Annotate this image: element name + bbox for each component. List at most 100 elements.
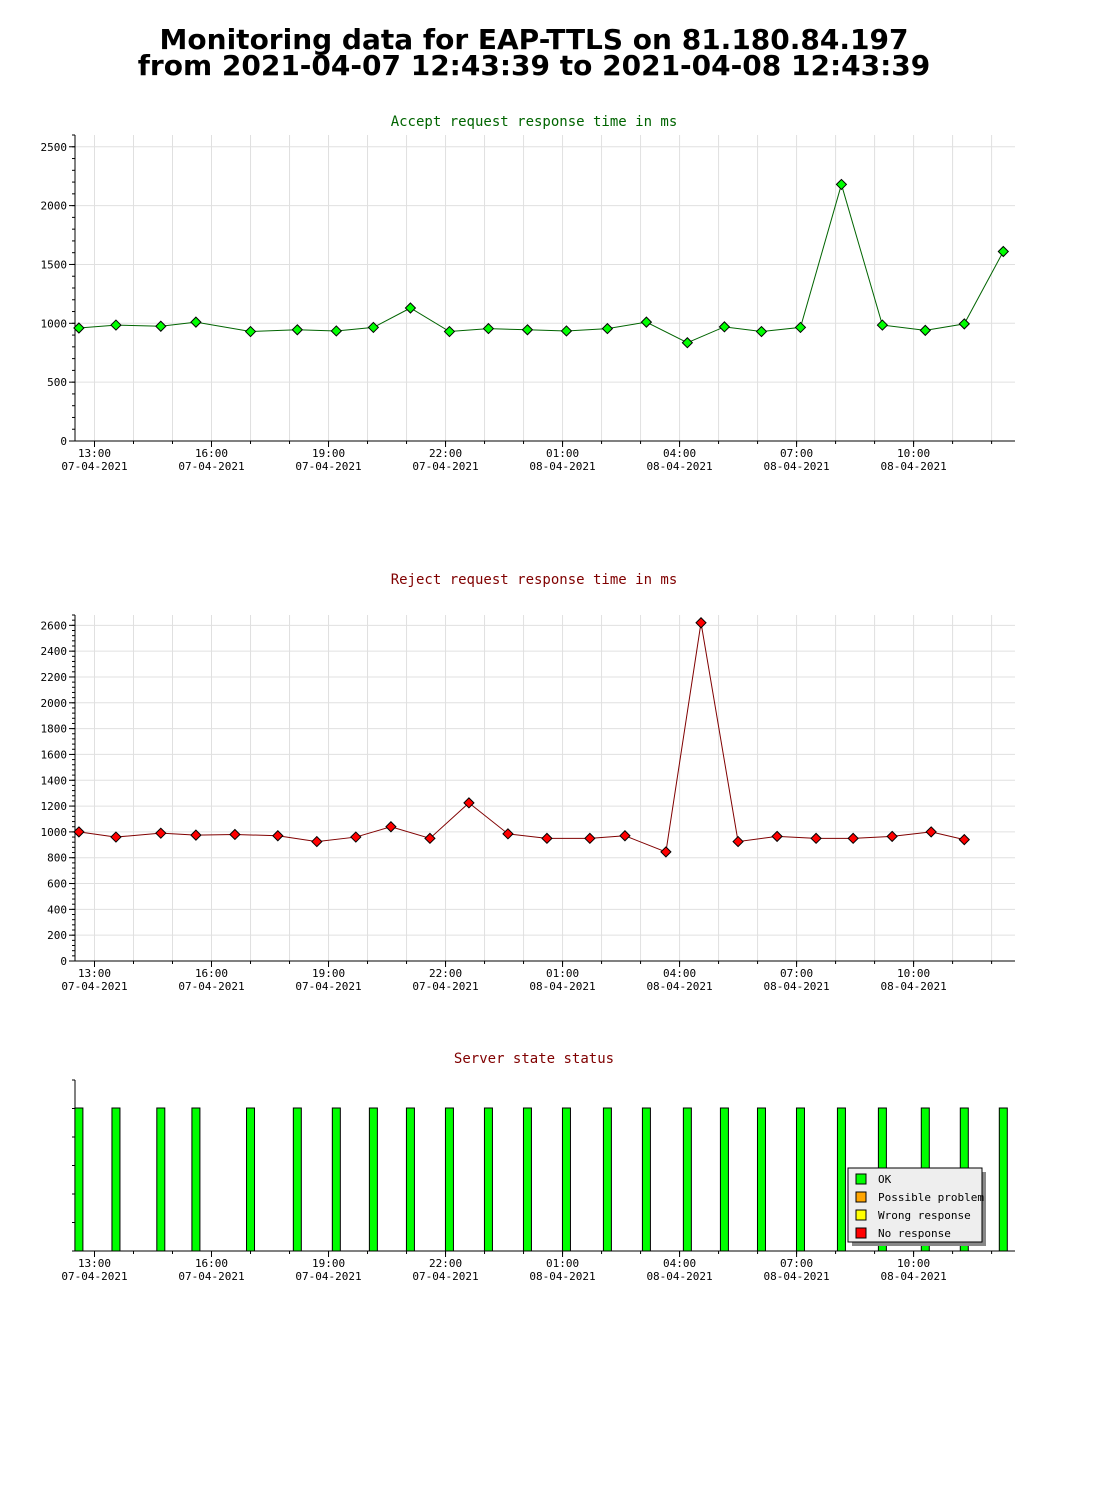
reject-response-chart: Reject request response time in ms 0 200 40… [41,572,1015,993]
chart-title: Accept request response time in ms [391,114,678,130]
data-point [311,835,323,848]
data-point [502,828,514,840]
status-bar [682,1107,692,1252]
data-point [997,245,1010,258]
y-tick-label: 2400 [41,645,68,658]
data-point [695,617,707,629]
data-point [560,325,573,337]
data-point [110,831,122,843]
x-tick-time-label: 13:00 [78,1257,111,1270]
page-title-line-1: Monitoring data for EAP-TTLS on 81.180.8… [159,23,909,56]
legend-swatch [855,1227,867,1239]
status-bar [156,1107,166,1252]
status-bar [483,1107,493,1252]
data-point [755,325,768,338]
x-tick-date-label: 08-04-2021 [529,1270,595,1283]
x-tick-time-label: 10:00 [897,967,930,980]
data-point [443,325,456,338]
x-tick-time-label: 07:00 [780,967,813,980]
data-point [190,316,202,328]
status-bar [191,1107,201,1252]
chart-title: Server state status [454,1051,614,1067]
status-bar [331,1107,341,1252]
data-point [619,830,631,842]
x-tick-date-label: 08-04-2021 [763,980,829,993]
y-tick-label: 400 [47,903,67,916]
status-bar [522,1107,532,1252]
x-tick-date-label: 08-04-2021 [880,1270,946,1283]
data-point [404,302,417,314]
data-point [463,797,475,809]
x-tick-time-label: 16:00 [195,447,228,460]
y-tick-label: 1800 [41,723,68,736]
x-tick-time-label: 10:00 [897,447,930,460]
status-bar [368,1107,378,1252]
x-tick-time-label: 19:00 [312,447,345,460]
y-tick-label: 2500 [41,141,68,154]
x-tick-time-label: 22:00 [429,1257,462,1270]
status-bar [444,1107,454,1252]
status-bar [74,1107,84,1252]
x-tick-date-label: 07-04-2021 [178,460,244,473]
data-point [718,321,731,333]
page-title-line-2: from 2021-04-07 12:43:39 to 2021-04-08 1… [137,49,931,82]
x-tick-time-label: 04:00 [663,967,696,980]
x-tick-time-label: 22:00 [429,447,462,460]
data-point [919,324,931,337]
x-tick-date-label: 08-04-2021 [646,1270,712,1283]
x-tick-date-label: 08-04-2021 [880,980,946,993]
y-tick-label: 2600 [41,619,68,632]
x-tick-date-label: 08-04-2021 [529,980,595,993]
y-tick-label: 1200 [41,800,68,813]
data-point [601,322,614,335]
data-point [155,827,167,839]
y-tick-label: 1000 [41,317,68,330]
status-bar [292,1107,302,1252]
x-tick-time-label: 01:00 [546,447,579,460]
data-point [330,325,343,337]
data-point [190,829,202,841]
status-bar [246,1107,256,1252]
x-tick-time-label: 04:00 [663,447,696,460]
legend-swatch [855,1191,867,1203]
data-point [367,321,380,334]
data-point [794,321,807,334]
status-bar [602,1107,612,1252]
data-point [272,830,284,842]
data-point [810,832,822,845]
chart-title: Reject request response time in ms [391,572,678,588]
x-tick-date-label: 08-04-2021 [646,460,712,473]
data-point [155,320,167,332]
y-tick-label: 0 [60,435,67,448]
x-tick-date-label: 07-04-2021 [412,1270,478,1283]
y-tick-label: 1600 [41,748,68,761]
data-point [925,826,937,838]
legend-swatch [855,1173,867,1185]
x-tick-date-label: 08-04-2021 [646,980,712,993]
data-point [732,835,744,848]
x-tick-time-label: 01:00 [546,967,579,980]
y-tick-label: 2000 [41,697,68,710]
y-tick-label: 1500 [41,258,68,271]
data-point [385,821,397,833]
x-tick-date-label: 07-04-2021 [412,980,478,993]
x-tick-date-label: 08-04-2021 [763,1270,829,1283]
x-tick-time-label: 04:00 [663,1257,696,1270]
y-tick-label: 2200 [41,671,68,684]
x-tick-date-label: 07-04-2021 [295,460,361,473]
legend-box [847,1167,983,1243]
legend-swatch [855,1209,867,1221]
x-tick-date-label: 07-04-2021 [412,460,478,473]
status-bar [561,1107,571,1252]
x-tick-time-label: 22:00 [429,967,462,980]
legend-label: No response [878,1227,951,1240]
status-bar [836,1107,846,1252]
x-tick-date-label: 07-04-2021 [295,1270,361,1283]
x-tick-date-label: 07-04-2021 [61,460,127,473]
data-point [681,337,694,349]
x-tick-date-label: 08-04-2021 [763,460,829,473]
x-tick-time-label: 19:00 [312,967,345,980]
data-point [876,319,889,331]
x-tick-time-label: 07:00 [780,447,813,460]
x-tick-time-label: 19:00 [312,1257,345,1270]
